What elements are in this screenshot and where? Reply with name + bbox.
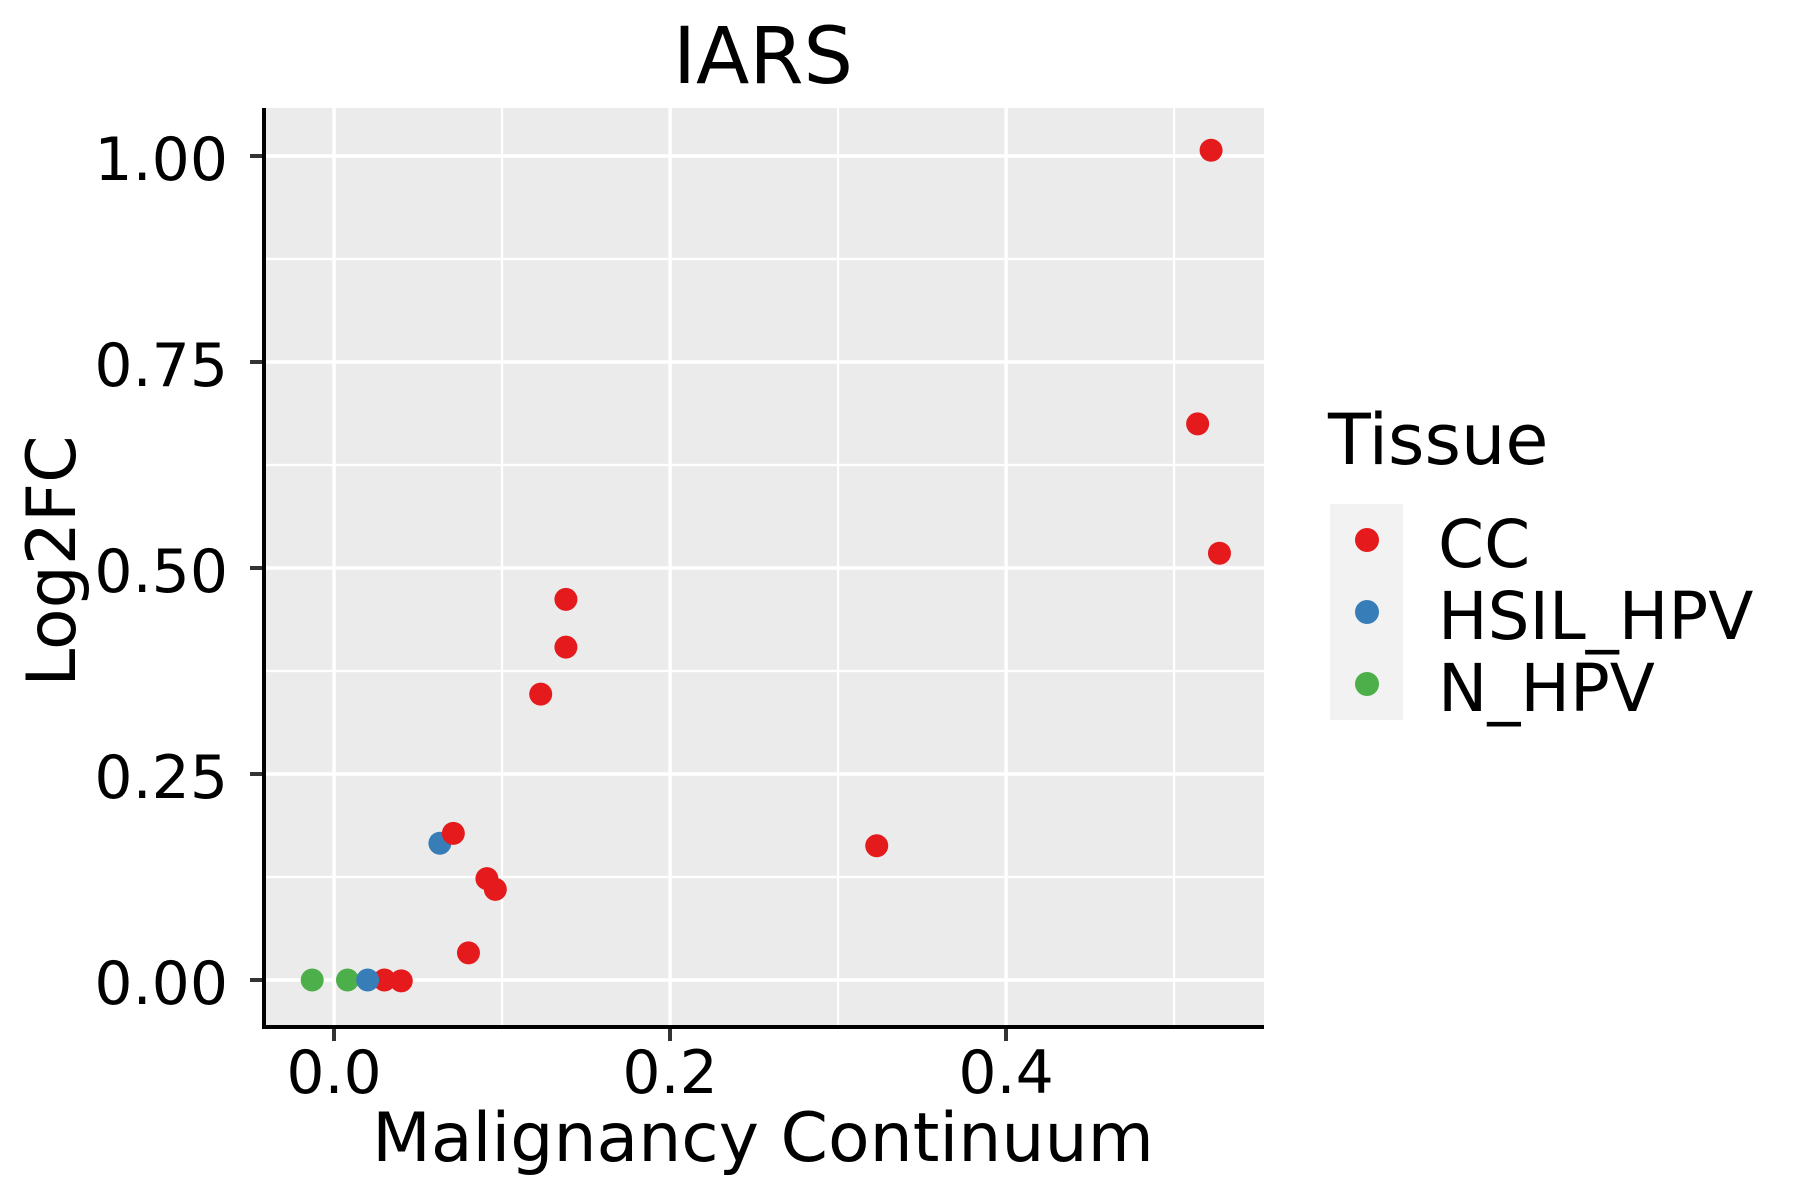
data-point-cc [529, 682, 553, 706]
legend-label-n_hpv: N_HPV [1438, 650, 1655, 727]
data-point-cc [456, 941, 480, 965]
data-point-cc [554, 635, 578, 659]
legend-dot-icon-hsil_hpv [1354, 600, 1379, 624]
y-tick-mark [250, 978, 262, 982]
data-point-n_hpv [300, 968, 324, 992]
data-point-cc [483, 877, 507, 901]
plot-panel [262, 108, 1264, 1029]
y-tick-mark [250, 360, 262, 365]
data-point-cc [865, 834, 889, 858]
data-point-cc [1199, 138, 1223, 162]
x-tick-mark [668, 1029, 673, 1041]
data-point-cc [1186, 412, 1210, 436]
data-point-cc [554, 587, 578, 611]
x-tick-label: 0.0 [286, 1038, 382, 1108]
legend-title: Tissue [1328, 399, 1549, 481]
x-tick-mark [332, 1029, 337, 1041]
y-tick-label: 0.25 [94, 743, 228, 814]
x-tick-label: 0.2 [622, 1038, 718, 1108]
y-tick-label: 0.00 [94, 949, 228, 1019]
x-tick-label: 0.4 [958, 1038, 1054, 1108]
data-point-cc [1207, 541, 1231, 565]
legend-key-n_hpv [1330, 648, 1403, 720]
data-point-cc [389, 969, 413, 993]
data-point-cc [441, 821, 465, 845]
x-tick-mark [1004, 1029, 1009, 1041]
data-point-n_hpv [335, 968, 359, 992]
legend-key-cc [1330, 504, 1403, 576]
data-point-cc [372, 968, 396, 992]
y-tick-mark [250, 772, 262, 777]
legend-key-hsil_hpv [1330, 576, 1403, 648]
y-tick-label: 1.00 [94, 125, 228, 196]
y-tick-label: 0.50 [94, 537, 228, 608]
y-tick-mark [250, 154, 262, 159]
y-tick-mark [250, 566, 262, 571]
data-point-hsil_hpv [356, 968, 380, 992]
legend-label-hsil_hpv: HSIL_HPV [1438, 578, 1754, 655]
x-axis-label: Malignancy Continuum [372, 1099, 1154, 1178]
legend-label-cc: CC [1438, 506, 1531, 583]
plot-title: IARS [672, 12, 854, 102]
scatter-canvas [266, 108, 1264, 1025]
legend-dot-icon-n_hpv [1354, 672, 1379, 696]
y-tick-label: 0.75 [94, 331, 228, 402]
legend-dot-icon-cc [1354, 528, 1379, 552]
